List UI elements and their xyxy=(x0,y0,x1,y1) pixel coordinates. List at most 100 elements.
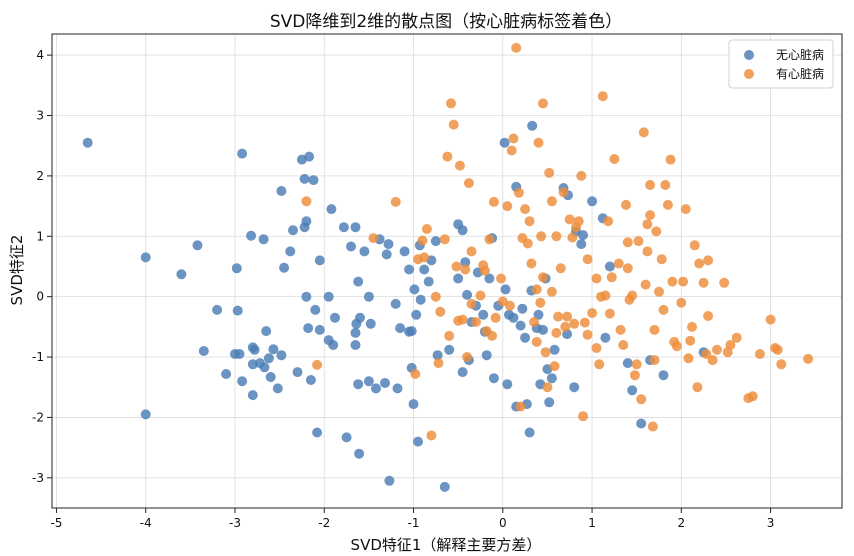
point-no-disease xyxy=(308,175,319,186)
point-no-disease xyxy=(636,418,647,429)
point-disease xyxy=(622,263,633,274)
point-disease xyxy=(466,298,477,309)
point-disease xyxy=(712,344,722,355)
point-no-disease xyxy=(221,369,232,379)
plot-frame xyxy=(51,33,843,509)
point-no-disease xyxy=(350,327,361,338)
point-no-disease xyxy=(600,332,611,343)
point-no-disease xyxy=(371,383,381,394)
point-no-disease xyxy=(381,249,392,260)
point-disease xyxy=(564,214,575,225)
point-disease xyxy=(496,273,506,284)
point-disease xyxy=(426,430,437,441)
point-no-disease xyxy=(399,246,410,257)
point-disease xyxy=(555,263,566,274)
x-tick-label: 0 xyxy=(499,516,507,530)
point-disease xyxy=(606,272,617,283)
point-disease xyxy=(687,321,697,332)
point-disease xyxy=(531,284,542,295)
point-disease xyxy=(448,119,459,130)
point-disease xyxy=(536,231,547,242)
point-disease xyxy=(603,216,614,227)
point-no-disease xyxy=(578,230,589,241)
x-tick-label: 3 xyxy=(767,516,775,530)
point-disease xyxy=(435,306,446,317)
point-disease xyxy=(368,233,379,244)
point-disease xyxy=(587,308,598,318)
point-no-disease xyxy=(314,324,325,335)
point-no-disease xyxy=(408,399,419,410)
point-no-disease xyxy=(502,379,513,390)
point-no-disease xyxy=(303,323,314,334)
point-disease xyxy=(410,369,421,379)
point-no-disease xyxy=(198,346,209,356)
y-tick-label: -1 xyxy=(32,350,44,364)
point-no-disease xyxy=(508,312,519,323)
point-disease xyxy=(578,411,589,422)
point-disease xyxy=(654,286,664,297)
point-disease xyxy=(671,341,682,352)
point-no-disease xyxy=(484,273,495,284)
point-no-disease xyxy=(392,383,403,394)
point-disease xyxy=(430,291,441,302)
axis-ticks: -5 -4 -3 -2 -1 0 1 2 3 -3 -2 -1 0 1 2 3 4 xyxy=(32,48,774,530)
point-no-disease xyxy=(231,263,242,274)
point-no-disease xyxy=(212,304,223,315)
point-disease xyxy=(417,235,428,246)
point-disease xyxy=(627,290,638,301)
point-disease xyxy=(538,272,548,283)
point-no-disease xyxy=(338,222,349,233)
point-no-disease xyxy=(353,276,364,287)
point-disease xyxy=(665,154,676,165)
point-no-disease xyxy=(350,222,361,233)
point-no-disease xyxy=(323,291,334,302)
point-disease xyxy=(301,196,312,207)
point-disease xyxy=(551,231,562,242)
point-disease xyxy=(649,355,660,366)
point-disease xyxy=(707,355,718,366)
point-disease xyxy=(621,199,631,210)
point-disease xyxy=(694,258,705,269)
point-disease xyxy=(421,224,432,234)
point-disease xyxy=(576,170,587,181)
point-no-disease xyxy=(354,448,365,459)
point-disease xyxy=(490,312,501,323)
point-no-disease xyxy=(328,340,339,350)
point-no-disease xyxy=(439,481,450,492)
x-tick-label: 1 xyxy=(588,516,596,530)
point-disease xyxy=(645,180,656,190)
point-no-disease xyxy=(576,239,587,250)
point-disease xyxy=(569,318,580,329)
legend-box xyxy=(728,39,834,89)
point-disease xyxy=(466,246,477,257)
point-disease xyxy=(573,216,584,227)
data-points xyxy=(82,42,814,492)
point-disease xyxy=(618,340,629,350)
point-disease xyxy=(454,160,465,171)
point-disease xyxy=(579,317,590,328)
y-tick-label: 3 xyxy=(36,109,44,123)
point-no-disease xyxy=(413,436,423,447)
point-disease xyxy=(609,154,620,164)
point-disease xyxy=(591,343,602,353)
point-no-disease xyxy=(272,383,283,394)
point-no-disease xyxy=(478,309,489,320)
point-disease xyxy=(698,277,709,288)
point-no-disease xyxy=(524,427,535,438)
point-no-disease xyxy=(658,370,669,381)
point-disease xyxy=(442,151,453,162)
point-disease xyxy=(446,98,456,109)
point-disease xyxy=(747,391,758,402)
point-disease xyxy=(513,187,524,198)
point-disease xyxy=(533,137,544,148)
point-no-disease xyxy=(246,230,257,241)
point-no-disease xyxy=(533,309,544,320)
point-no-disease xyxy=(176,269,187,280)
point-disease xyxy=(515,401,526,412)
point-disease xyxy=(553,311,564,322)
point-disease xyxy=(689,240,700,251)
point-no-disease xyxy=(301,291,312,302)
point-disease xyxy=(660,180,671,190)
point-disease xyxy=(502,201,513,212)
point-no-disease xyxy=(279,262,290,273)
